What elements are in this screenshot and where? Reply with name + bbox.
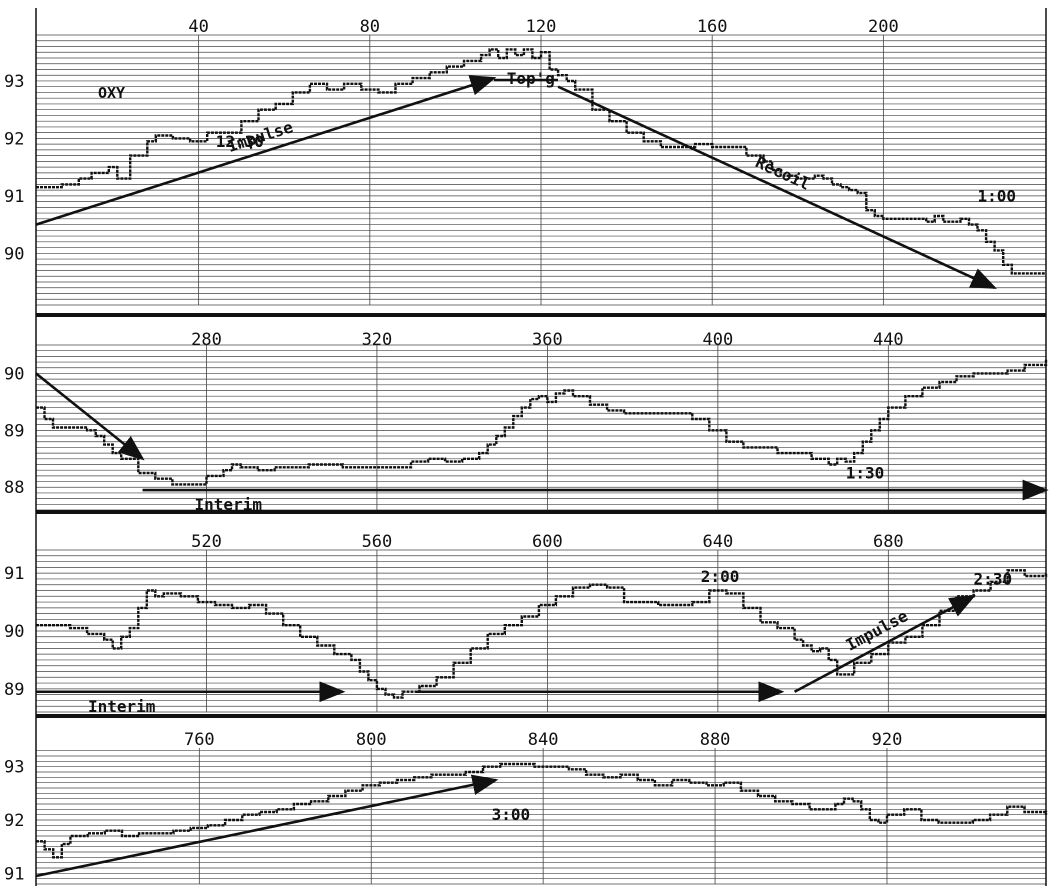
y-tick-label: 89 <box>4 421 24 441</box>
price-series-line <box>36 359 1048 486</box>
x-tick-label: 360 <box>532 330 563 350</box>
annotation-label: Interim <box>88 697 156 716</box>
x-tick-label: 440 <box>873 330 904 350</box>
annotation-label: Interim <box>195 495 263 514</box>
time-annotation: 1:30 <box>846 464 885 483</box>
x-tick-label: 200 <box>868 17 899 37</box>
y-tick-label: 92 <box>4 811 24 831</box>
y-tick-label: 92 <box>4 129 24 149</box>
price-series-line <box>36 569 1048 699</box>
x-tick-label: 280 <box>191 330 222 350</box>
y-tick-label: 91 <box>4 187 24 207</box>
x-tick-label: 600 <box>532 532 563 552</box>
y-tick-label: 88 <box>4 478 24 498</box>
x-tick-label: 520 <box>191 532 222 552</box>
annotation-arrow <box>557 85 998 289</box>
annotation-arrow <box>35 75 497 226</box>
time-annotation: Top'g <box>507 69 555 88</box>
y-tick-label: 89 <box>4 680 24 700</box>
x-tick-label: 840 <box>528 730 559 750</box>
time-annotation: 12:30 <box>216 132 264 151</box>
x-tick-label: 160 <box>697 17 728 37</box>
annotation-arrow <box>35 774 499 878</box>
y-tick-label: 90 <box>4 244 24 264</box>
x-tick-label: 880 <box>700 730 731 750</box>
chart-title: OXY <box>98 84 125 102</box>
x-tick-label: 920 <box>872 730 903 750</box>
y-tick-label: 91 <box>4 864 24 884</box>
x-tick-label: 320 <box>362 330 393 350</box>
y-tick-label: 91 <box>4 564 24 584</box>
x-tick-label: 40 <box>188 17 208 37</box>
panel-4: 760 800 840 880 920 91 92 93 3:00 <box>4 730 1048 885</box>
time-annotation: 2:00 <box>701 567 740 586</box>
x-tick-label: 680 <box>873 532 904 552</box>
x-tick-label: 640 <box>702 532 733 552</box>
time-annotation: 3:00 <box>492 805 531 824</box>
time-annotation: 1:00 <box>978 187 1017 206</box>
x-tick-label: 80 <box>360 17 380 37</box>
annotation-arrow <box>793 595 976 693</box>
price-series-line <box>36 48 1046 275</box>
x-tick-label: 120 <box>526 17 557 37</box>
y-tick-label: 90 <box>4 622 24 642</box>
y-tick-label: 90 <box>4 364 24 384</box>
y-tick-label: 93 <box>4 72 24 92</box>
x-tick-label: 760 <box>184 730 215 750</box>
x-tick-label: 400 <box>702 330 733 350</box>
annotation-arrow <box>35 372 145 461</box>
x-tick-label: 560 <box>362 532 393 552</box>
price-series-line <box>36 762 1048 859</box>
panel-2: 280 320 360 400 440 88 89 90 Interim 1:30 <box>4 330 1049 514</box>
y-tick-label: 93 <box>4 758 24 778</box>
x-tick-label: 800 <box>356 730 387 750</box>
time-annotation: 2:30 <box>974 570 1013 589</box>
